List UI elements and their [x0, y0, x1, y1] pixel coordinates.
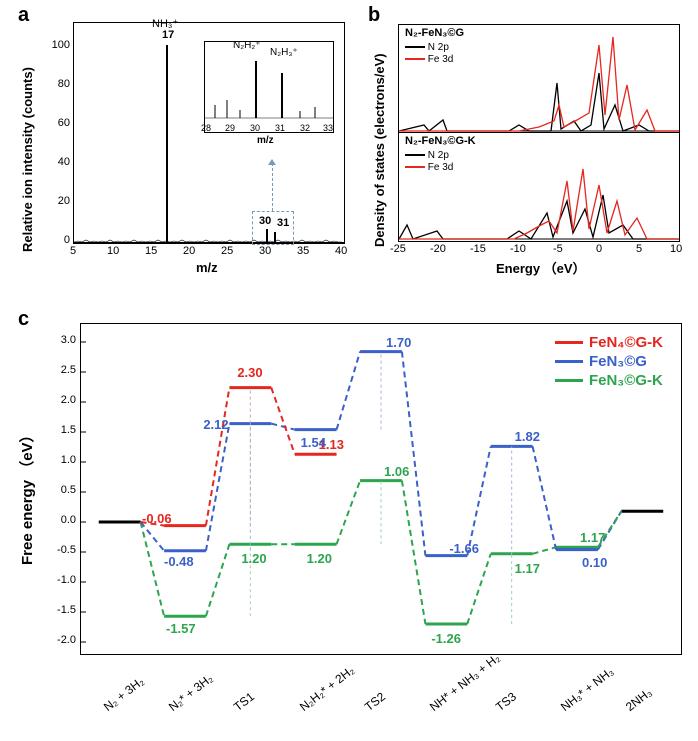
a-ytick-20: 20 [42, 195, 70, 207]
b-xtick--15: -15 [470, 243, 486, 255]
annotation: 1.70 [386, 335, 411, 350]
legend-row-green: FeN₃©G-K [555, 372, 663, 389]
b-xtick-0: 0 [596, 243, 602, 255]
ms-peak-17-value: 17 [162, 29, 174, 41]
c-ytick: 2.5 [48, 364, 76, 376]
ms-zoom-arrow [272, 163, 273, 211]
c-ytick: -0.5 [48, 544, 76, 556]
ms-peak-17 [166, 45, 168, 243]
dos-upper: N₂-FeN₃©G N 2p Fe 3d [398, 24, 680, 133]
annotation: 1.82 [515, 429, 540, 444]
a-ytick-60: 60 [42, 117, 70, 129]
b-xtick-10: 10 [670, 243, 682, 255]
legend-row-blue: FeN₃©G [555, 353, 663, 370]
a-ytick-40: 40 [42, 156, 70, 168]
a-xtick-20: 20 [183, 245, 195, 257]
annotation: -1.66 [449, 541, 479, 556]
a-xtick-40: 40 [335, 245, 347, 257]
panel-a-ylabel: Relative ion intensity (counts) [20, 67, 35, 252]
panel-b-ylabel: Density of states (electrons/eV) [372, 53, 387, 247]
inset-xtick-30: 30 [250, 123, 260, 133]
b-xtick--5: -5 [553, 243, 563, 255]
panel-a-plot: NH₃⁺ 17 30 31 [73, 22, 345, 244]
c-ytick: 0.5 [48, 484, 76, 496]
ms-noise [74, 235, 344, 243]
inset-xtick-32: 32 [300, 123, 310, 133]
stage-label: TS1 [231, 689, 257, 714]
a-xtick-30: 30 [259, 245, 271, 257]
panel-c-legend: FeN₄©G-K FeN₃©G FeN₃©G-K [555, 334, 663, 391]
panel-b: Density of states (electrons/eV) N₂-FeN₃… [368, 12, 688, 287]
inset-xtick-33: 33 [323, 123, 333, 133]
stage-label: NH* + NH₃ + H₂ [427, 651, 503, 714]
annotation: 1.20 [307, 551, 332, 566]
a-xtick-25: 25 [221, 245, 233, 257]
annotation: 2.12 [203, 417, 228, 432]
annotation: -0.06 [142, 511, 172, 526]
figure-root: a Relative ion intensity (counts) NH₃⁺ 1… [0, 0, 698, 741]
a-xtick-10: 10 [107, 245, 119, 257]
c-ytick: 3.0 [48, 334, 76, 346]
stage-label: TS3 [493, 689, 519, 714]
stage-label: N₂ + 3H₂ [101, 674, 147, 714]
inset-peak-30-label: N₂H₂⁺ [233, 40, 261, 51]
annotation: 1.54 [301, 435, 326, 450]
c-ytick: -2.0 [48, 634, 76, 646]
annotation: 1.17 [515, 561, 540, 576]
b-xtick-5: 5 [636, 243, 642, 255]
c-ytick: 1.0 [48, 454, 76, 466]
a-ytick-0: 0 [42, 234, 70, 246]
a-ytick-80: 80 [42, 78, 70, 90]
stage-label: TS2 [362, 689, 388, 714]
inset-xtick-28: 28 [201, 123, 211, 133]
dos-lower: N₂-FeN₃©G-K N 2p Fe 3d [398, 132, 680, 242]
a-ytick-100: 100 [42, 39, 70, 51]
c-ytick: -1.5 [48, 604, 76, 616]
inset-peak-31-label: N₂H₃⁺ [270, 47, 298, 58]
c-ytick: -1.0 [48, 574, 76, 586]
energy-diagram: FeN₄©G-K FeN₃©G FeN₃©G-K [80, 323, 682, 655]
annotation: 0.10 [582, 555, 607, 570]
panel-c: Free energy （eV） FeN₄©G-K FeN₃©G FeN₃©G-… [10, 315, 690, 735]
c-ytick: 1.5 [48, 424, 76, 436]
b-xtick--20: -20 [430, 243, 446, 255]
inset-xlabel: m/z [257, 135, 274, 146]
b-xtick--10: -10 [510, 243, 526, 255]
stage-label: NH₃* + NH₃ [558, 664, 616, 714]
c-ytick: 0.0 [48, 514, 76, 526]
annotation: 1.06 [384, 464, 409, 479]
annotation: 1.17 [580, 530, 605, 545]
annotation: 1.20 [241, 551, 266, 566]
panel-b-xlabel: Energy （eV） [496, 258, 586, 277]
stage-label: 2NH₃ [623, 685, 654, 714]
a-xtick-35: 35 [297, 245, 309, 257]
stage-label: N₂H₂* + 2H₂ [297, 663, 357, 714]
arrow-head-icon [268, 159, 276, 165]
a-xtick-5: 5 [70, 245, 76, 257]
panel-a-inset: N₂H₂⁺ N₂H₃⁺ 28 29 30 31 32 33 m/z [204, 41, 334, 133]
a-xtick-15: 15 [145, 245, 157, 257]
b-xtick--25: -25 [390, 243, 406, 255]
panel-a-xlabel: m/z [196, 260, 218, 275]
annotation: -1.57 [166, 621, 196, 636]
inset-noise [205, 55, 333, 120]
stage-label: N₂* + 3H₂ [166, 671, 215, 714]
annotation: -1.26 [431, 631, 461, 646]
annotation: -0.48 [164, 554, 194, 569]
inset-xtick-31: 31 [275, 123, 285, 133]
panel-a: Relative ion intensity (counts) NH₃⁺ 17 … [18, 12, 348, 287]
dos-lower-curves [399, 133, 679, 241]
ms-zoom-box [252, 211, 294, 245]
inset-xtick-29: 29 [225, 123, 235, 133]
panel-c-ylabel: Free energy （eV） [16, 427, 37, 565]
c-ytick: 2.0 [48, 394, 76, 406]
dos-upper-curves [399, 25, 679, 133]
annotation: 2.30 [237, 365, 262, 380]
legend-row-red: FeN₄©G-K [555, 334, 663, 351]
